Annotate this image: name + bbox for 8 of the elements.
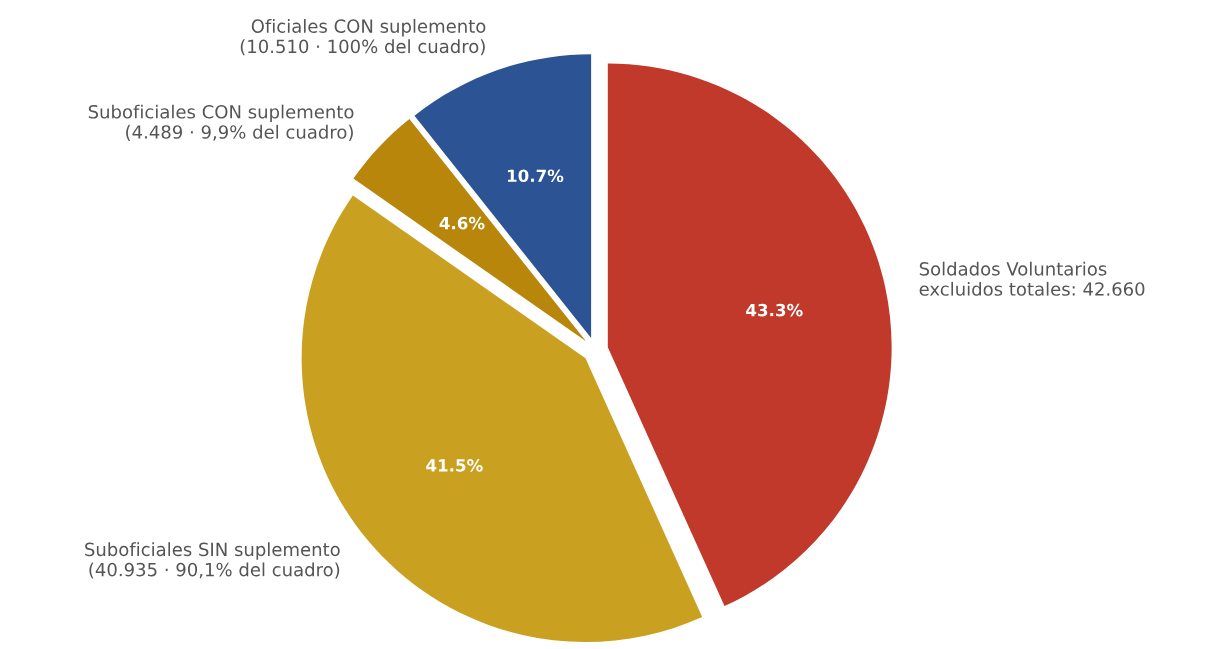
slice-label: Suboficiales SIN suplemento (40.935 · 90,1% del cuadro) xyxy=(85,542,340,579)
data-label: 4.6% xyxy=(439,216,485,230)
data-label: 41.5% xyxy=(426,459,483,472)
slice-label: Soldados Voluntarios excluidos totales: 42.660 xyxy=(919,261,1145,296)
slice-label: Suboficiales CON suplemento (4.489 · 9,9% del cuadro) xyxy=(88,104,354,141)
data-label: 43.3% xyxy=(746,303,803,317)
slice-label: Oficiales CON suplemento (10.510 · 100% del cuadro) xyxy=(240,18,486,56)
data-label: 10.7% xyxy=(507,169,564,183)
